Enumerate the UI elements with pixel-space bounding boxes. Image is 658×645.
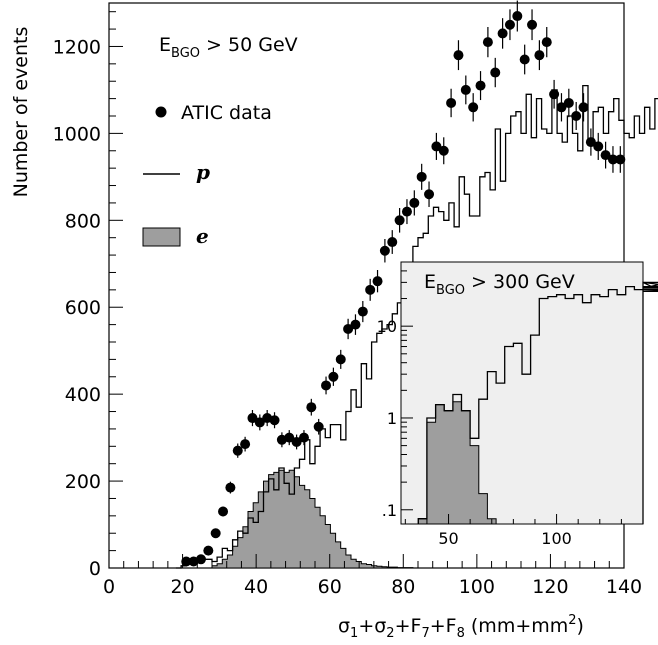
data-point (254, 417, 265, 428)
data-point (240, 439, 251, 450)
y-tick-label: 200 (65, 471, 101, 493)
main-energy-annotation: EBGO > 50 GeV (159, 34, 298, 61)
data-point (490, 67, 501, 78)
data-point (247, 413, 258, 424)
data-point (343, 323, 354, 334)
data-point (563, 97, 574, 108)
data-point (607, 154, 618, 165)
data-point (446, 97, 457, 108)
data-point (181, 556, 192, 567)
data-point (482, 37, 493, 48)
data-point (512, 11, 523, 22)
data-point (519, 54, 530, 65)
x-tick-label: 60 (318, 576, 342, 598)
legend-atic-label: ATIC data (181, 102, 272, 124)
legend-e-label: e (196, 224, 209, 248)
data-point (424, 189, 435, 200)
data-point (453, 50, 464, 61)
inset-proton-histogram (417, 281, 658, 524)
data-point (416, 171, 427, 182)
data-point (284, 432, 295, 443)
data-point (549, 89, 560, 100)
data-point (225, 482, 236, 493)
data-point (372, 276, 383, 287)
data-point (291, 436, 302, 447)
legend-p-label: p (196, 160, 210, 184)
data-point (218, 506, 229, 517)
y-tick-label: 0 (89, 558, 101, 580)
data-point (335, 354, 346, 365)
data-point (394, 215, 405, 226)
data-point (401, 206, 412, 217)
electron-histogram (175, 469, 418, 569)
data-point (210, 528, 221, 539)
data-point (600, 150, 611, 161)
legend-dot-marker (155, 106, 167, 118)
data-point (269, 415, 280, 426)
inset-axes: 50 100 .1 1 10 (377, 270, 644, 548)
data-point (328, 371, 339, 382)
data-point (195, 554, 206, 565)
data-point (571, 111, 582, 121)
y-tick-label: 400 (65, 384, 101, 406)
data-point (438, 145, 449, 156)
y-tick-label: 1200 (53, 36, 101, 58)
data-point (409, 197, 420, 208)
x-tick-label: 0 (103, 576, 115, 598)
data-point (350, 319, 361, 330)
inset-y-tick-label: 1 (387, 409, 397, 428)
legend: ATIC data p e (142, 102, 272, 248)
data-point (306, 402, 317, 413)
data-point (232, 445, 243, 456)
data-point (298, 432, 309, 443)
y-tick-label: 600 (65, 297, 101, 319)
inset-x-tick-label: 100 (541, 529, 572, 548)
data-point (541, 37, 552, 48)
inset-chart: 50 100 .1 1 10 EBGO > 300 GeV (377, 261, 658, 548)
main-plot-area (175, 0, 658, 569)
data-point (475, 80, 486, 91)
inset-energy-annotation: EBGO > 300 GeV (424, 271, 575, 298)
data-point (527, 19, 538, 30)
x-axis-title: σ1+σ2+F7+F8 (mm+mm2) (338, 613, 584, 641)
x-tick-label: 140 (606, 576, 642, 598)
x-tick-label: 40 (244, 576, 268, 598)
data-point (585, 137, 596, 148)
x-tick-label: 100 (459, 576, 495, 598)
data-point (313, 421, 324, 432)
data-point (365, 284, 376, 295)
data-point (504, 19, 515, 30)
data-point (321, 380, 332, 391)
data-point (357, 306, 368, 317)
data-point (460, 84, 471, 95)
y-axis-title: Number of events (10, 27, 32, 198)
data-point (593, 141, 604, 152)
legend-e-swatch (142, 227, 181, 247)
data-point (534, 50, 545, 61)
y-tick-label: 800 (65, 210, 101, 232)
data-point (387, 237, 398, 248)
data-point (497, 28, 508, 39)
data-point (578, 102, 589, 113)
x-tick-label: 20 (170, 576, 194, 598)
y-tick-label: 1000 (53, 123, 101, 145)
proton-histogram (175, 84, 658, 569)
data-point (379, 245, 390, 256)
main-axes: 0 20 40 60 80 100 120 140 0 200 400 600 800 1000 1200 (53, 11, 642, 598)
inset-plot-area (417, 281, 658, 525)
data-point (203, 545, 214, 556)
x-tick-label: 80 (391, 576, 415, 598)
data-point (615, 154, 626, 165)
inset-x-tick-label: 50 (438, 529, 458, 548)
data-point (468, 102, 479, 113)
inset-y-tick-label: 10 (377, 317, 397, 336)
inset-y-tick-label: .1 (382, 501, 397, 520)
x-tick-label: 120 (532, 576, 568, 598)
data-point (431, 141, 442, 152)
data-point (556, 102, 567, 113)
